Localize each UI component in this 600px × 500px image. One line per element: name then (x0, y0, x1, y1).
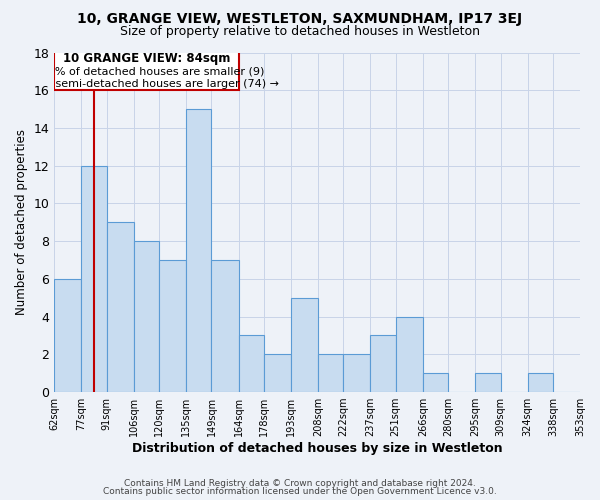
Bar (527, 373, 553, 392)
Bar (370, 336, 396, 392)
Bar (423, 373, 448, 392)
Text: Contains HM Land Registry data © Crown copyright and database right 2024.: Contains HM Land Registry data © Crown c… (124, 478, 476, 488)
Bar (134, 241, 159, 392)
Bar (264, 354, 291, 392)
Text: 10, GRANGE VIEW, WESTLETON, SAXMUNDHAM, IP17 3EJ: 10, GRANGE VIEW, WESTLETON, SAXMUNDHAM, … (77, 12, 523, 26)
Bar (211, 260, 239, 392)
Bar (107, 222, 134, 392)
Bar (291, 298, 318, 392)
Bar (343, 354, 370, 392)
Text: Size of property relative to detached houses in Westleton: Size of property relative to detached ho… (120, 25, 480, 38)
Text: Contains public sector information licensed under the Open Government Licence v3: Contains public sector information licen… (103, 487, 497, 496)
Text: 86% of semi-detached houses are larger (74) →: 86% of semi-detached houses are larger (… (13, 78, 280, 88)
Bar (159, 260, 186, 392)
Text: ← 10% of detached houses are smaller (9): ← 10% of detached houses are smaller (9) (28, 66, 265, 76)
Bar (396, 316, 423, 392)
Bar (54, 43, 239, 90)
Bar (318, 354, 343, 392)
Bar (239, 336, 264, 392)
Bar (82, 166, 107, 392)
Bar (186, 109, 211, 392)
Bar (475, 373, 500, 392)
X-axis label: Distribution of detached houses by size in Westleton: Distribution of detached houses by size … (132, 442, 502, 455)
Text: 10 GRANGE VIEW: 84sqm: 10 GRANGE VIEW: 84sqm (63, 52, 230, 64)
Bar (54, 279, 82, 392)
Y-axis label: Number of detached properties: Number of detached properties (15, 130, 28, 316)
